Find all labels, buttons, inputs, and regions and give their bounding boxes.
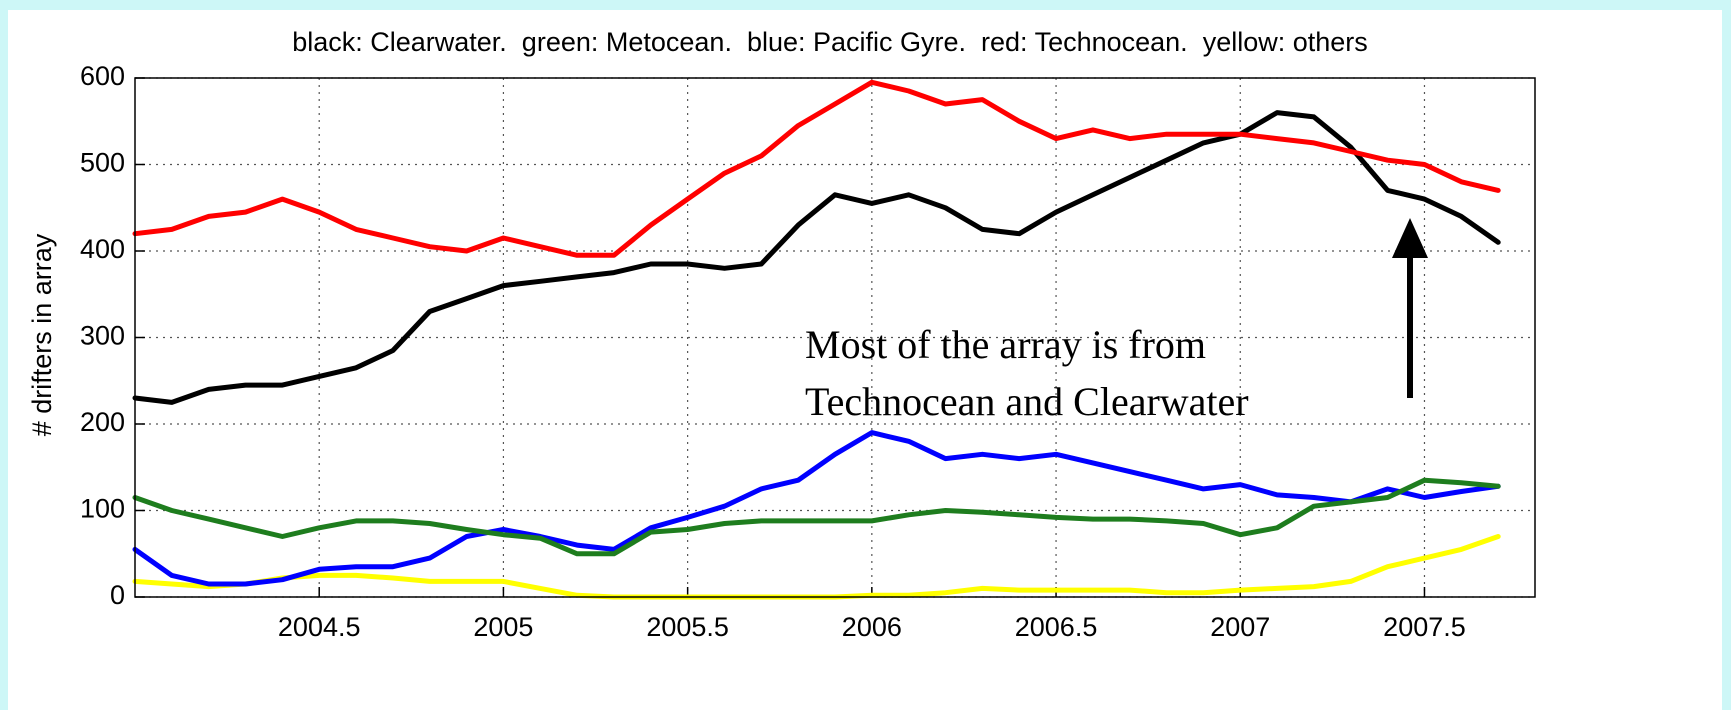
plot-frame	[134, 77, 1536, 598]
annotation: Most of the array is from	[805, 322, 1206, 367]
y-tick-label: 0	[110, 580, 125, 610]
y-tick-label: 400	[80, 234, 125, 264]
x-tick-label: 2005.5	[646, 612, 729, 642]
annotation: Technocean and Clearwater	[805, 379, 1249, 424]
chart-title: black: Clearwater. green: Metocean. blue…	[292, 27, 1368, 57]
series-line	[132, 430, 1501, 587]
x-tick-label: 2006.5	[1015, 612, 1098, 642]
y-tick-label: 600	[80, 61, 125, 91]
x-tick-label: 2004.5	[278, 612, 361, 642]
plot-area: 0 100 200 300 400 500 600 2004.5 2005 2005.5 2006 2…	[80, 61, 1536, 642]
series-line	[132, 110, 1501, 405]
y-tick-label: 500	[80, 148, 125, 178]
x-tick-label: 2006	[842, 612, 902, 642]
series-line	[132, 79, 1501, 258]
arrow-head	[1392, 218, 1428, 258]
series-line	[132, 477, 1501, 557]
y-tick-label: 100	[80, 494, 125, 524]
x-tick-label: 2007	[1210, 612, 1270, 642]
x-tick-label: 2007.5	[1383, 612, 1466, 642]
y-axis-label: # drifters in array	[27, 233, 57, 436]
y-tick-label: 300	[80, 321, 125, 351]
y-tick-label: 200	[80, 407, 125, 437]
x-tick-label: 2005	[473, 612, 533, 642]
